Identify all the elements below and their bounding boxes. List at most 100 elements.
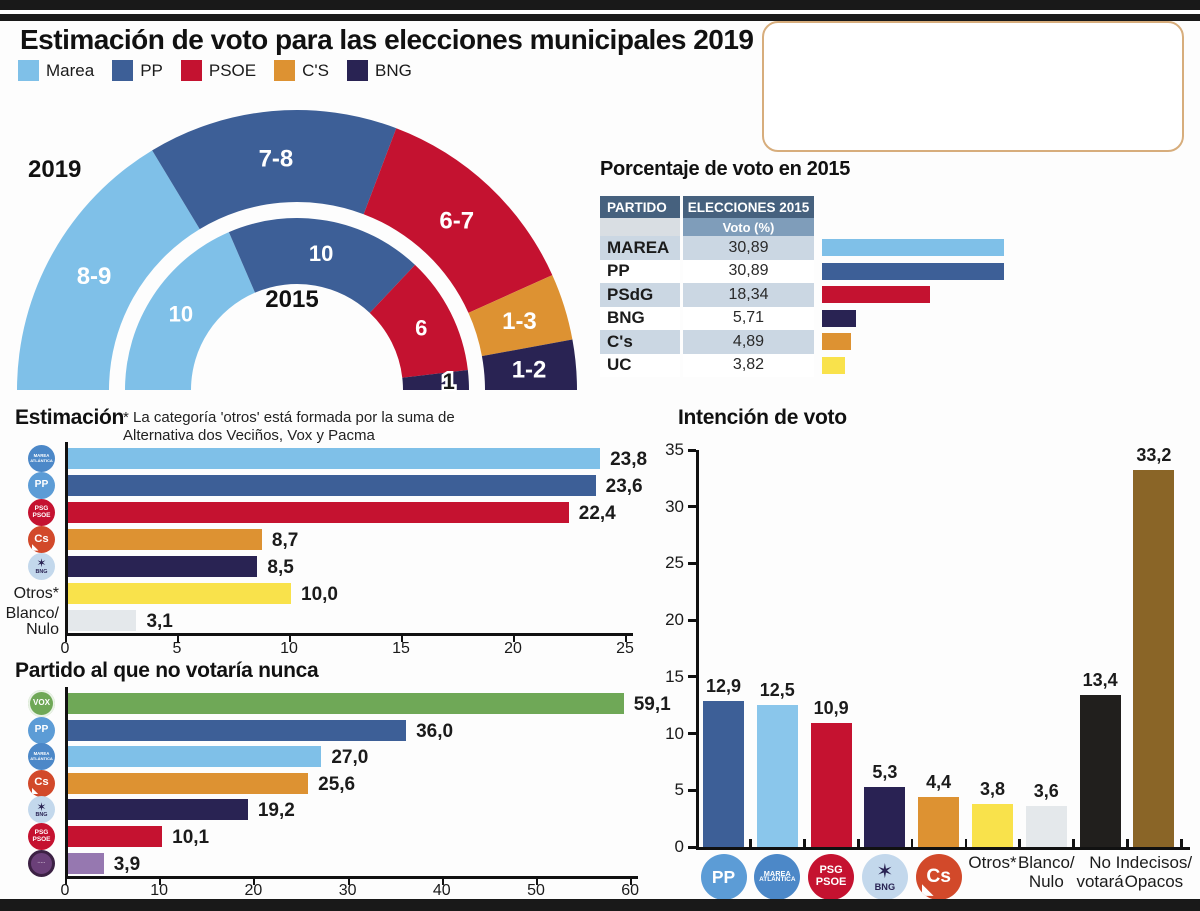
- psoe-party-icon: PSG PSOE: [808, 854, 855, 900]
- y-tick-label: 0: [674, 837, 684, 856]
- legend-item-bng: BNG: [347, 60, 412, 81]
- cs-party-icon: Cs: [28, 526, 55, 553]
- x-tick-label: 25: [616, 640, 634, 657]
- x-axis-label-otros: Otros*: [968, 853, 1017, 872]
- table-row-party: MAREA: [600, 236, 680, 260]
- bng-icon-text: ✶: [876, 860, 894, 883]
- bar-novotaria-2: [67, 746, 322, 768]
- cs-icon-triangle: [921, 883, 934, 896]
- x-tick-label: 10: [150, 882, 169, 899]
- purple-party-icon: ·····: [28, 849, 55, 877]
- table-row-value: 30,89: [683, 259, 814, 283]
- bar-intencion-8: [1133, 470, 1175, 847]
- pp-party-icon: PP: [28, 472, 55, 499]
- bar-value-label: 19,2: [257, 800, 295, 822]
- x-axis-minor-tick: [1180, 839, 1183, 847]
- bar-value-label: 3,8: [979, 778, 1006, 799]
- x-axis-line: [65, 876, 639, 879]
- y-axis-tick: [688, 618, 696, 622]
- seats-label-2019-marea: 8-9: [77, 263, 112, 290]
- bar-value-label: 27,0: [331, 747, 369, 769]
- bng-party-icon: ✶ BNG: [861, 854, 908, 900]
- x-tick-label: 60: [621, 882, 640, 899]
- table-subheader-voto-pct: Voto (%): [683, 218, 814, 236]
- x-tick-label: 30: [338, 882, 357, 899]
- bar-value-label: 59,1: [633, 694, 671, 715]
- x-axis-tick: [347, 878, 350, 885]
- x-axis-label-indecisos: Indecisos/Opacos: [1115, 853, 1193, 891]
- bar-value-label: 25,6: [318, 773, 356, 795]
- table-row-party: UC: [600, 353, 680, 377]
- table-row-value: 4,89: [683, 330, 814, 354]
- marea-party-icon: MAREA ATLÁNTICA: [754, 854, 801, 900]
- x-axis-tick: [159, 878, 162, 885]
- psoe-icon-text: PSOE: [32, 835, 51, 843]
- bar-novotaria-6: [67, 852, 104, 874]
- bng-icon-text: ✶: [36, 799, 47, 814]
- bar-value-label: 8,5: [267, 557, 294, 578]
- y-axis-tick: [688, 732, 696, 736]
- y-axis-tick: [688, 675, 696, 679]
- table-row-bar: [822, 333, 851, 350]
- legend-swatch: [112, 60, 134, 81]
- table-row-value: 5,71: [683, 306, 814, 330]
- table-header-elecciones-2015: ELECCIONES 2015: [683, 196, 814, 218]
- x-axis-minor-tick: [910, 839, 914, 847]
- intencion-chart-section: Intención de voto 0 5 10 15 20 25 30 35 12,9 PP 12…: [660, 400, 1200, 905]
- x-axis-tick: [65, 635, 67, 642]
- y-axis-tick: [688, 845, 696, 849]
- bar-novotaria-4: [67, 799, 248, 821]
- bng-party-icon: ✶ BNG: [28, 796, 55, 824]
- bar-value-label: 22,4: [578, 503, 616, 524]
- bar-estimacion-3: [67, 529, 262, 550]
- x-axis-minor-tick: [1126, 839, 1129, 847]
- seats-segment-2015-pp: [228, 218, 416, 313]
- bar-value-label: 10,1: [172, 827, 210, 848]
- estimacion-chart-section: Estimación * La categoría 'otros' está f…: [0, 400, 670, 660]
- x-tick-label: 50: [527, 882, 545, 899]
- table-subheader-blank: [600, 218, 680, 236]
- y-tick-label: 5: [674, 780, 684, 800]
- seats-label-2015-psoe: 6: [415, 315, 427, 340]
- table-row-party: C's: [600, 330, 680, 354]
- bar-estimacion-5: [67, 583, 291, 604]
- psoe-icon-text: PSG: [819, 864, 843, 877]
- x-tick-label: 20: [504, 640, 522, 657]
- x-tick-label: 40: [432, 882, 451, 899]
- pp-icon-text: PP: [34, 723, 49, 735]
- bng-icon-text: ✶: [36, 556, 47, 571]
- bar-value-label: 33,2: [1136, 445, 1172, 466]
- x-tick-label: 10: [280, 640, 298, 657]
- x-axis-tick: [536, 878, 538, 885]
- bar-intencion-2: [810, 723, 852, 847]
- x-tick-label: 15: [392, 640, 410, 657]
- bar-value-label: 3,9: [113, 853, 141, 875]
- table-row-bar: [822, 309, 856, 327]
- table-row-bar: [822, 286, 931, 303]
- y-axis-tick: [688, 448, 696, 452]
- bar-intencion-0: [703, 700, 744, 847]
- psoe-icon-text: PSOE: [32, 511, 51, 519]
- x-axis-minor-tick: [1018, 839, 1021, 847]
- pp-party-icon: PP: [700, 854, 747, 900]
- bng-icon-text: BNG: [35, 568, 48, 575]
- x-tick-label: 0: [60, 882, 70, 899]
- bar-intencion-5: [972, 803, 1013, 847]
- legend-label: PSOE: [208, 60, 257, 80]
- y-tick-label: 15: [665, 666, 684, 686]
- y-axis-tick: [688, 505, 696, 509]
- seats-label-2019-psoe: 6-7: [439, 208, 474, 235]
- bar-intencion-7: [1079, 695, 1121, 847]
- bar-estimacion-4: [67, 556, 258, 577]
- psoe-icon-text: PSG: [34, 828, 49, 836]
- bar-value-label: 5,3: [872, 761, 898, 782]
- seats-segment-2015-bng: [402, 370, 470, 390]
- x-axis-tick: [177, 635, 179, 642]
- footnote-line-1: * La categoría 'otros' está formada por …: [123, 409, 455, 426]
- table-row-party: BNG: [600, 306, 680, 330]
- table-row-party: PP: [600, 259, 680, 283]
- x-axis-minor-tick: [1072, 839, 1075, 847]
- seats-label-2019-cs: 1-3: [502, 308, 537, 335]
- bar-estimacion-0: [67, 448, 601, 469]
- marea-party-icon: MAREA ATLÁNTICA: [28, 743, 55, 771]
